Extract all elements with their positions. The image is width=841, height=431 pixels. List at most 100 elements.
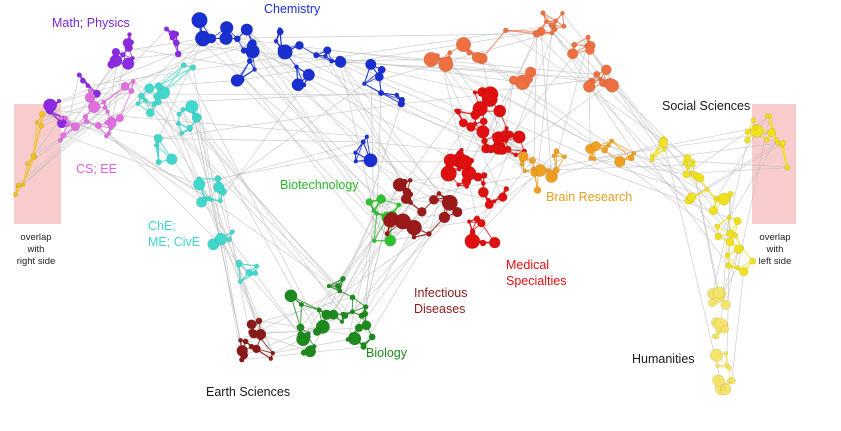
- network-node: [335, 283, 341, 289]
- network-node: [253, 270, 258, 275]
- network-node: [474, 173, 483, 182]
- network-node: [472, 52, 483, 63]
- network-node: [659, 138, 668, 147]
- label-me-cive: ME; CivE: [148, 235, 200, 249]
- network-node: [710, 349, 722, 361]
- network-node: [176, 121, 180, 125]
- network-node: [364, 154, 378, 168]
- network-node: [247, 58, 253, 64]
- network-node: [441, 166, 457, 182]
- network-node: [63, 116, 68, 121]
- network-node: [589, 157, 593, 161]
- network-node: [39, 111, 45, 117]
- network-node: [541, 11, 546, 16]
- network-node: [21, 183, 25, 187]
- network-node: [403, 188, 411, 196]
- network-node: [593, 71, 600, 78]
- network-node: [471, 110, 481, 120]
- network-node: [504, 186, 509, 191]
- label-specialties: Specialties: [506, 274, 566, 288]
- label-social-sciences: Social Sciences: [662, 99, 750, 113]
- network-node: [505, 146, 512, 153]
- network-edge: [341, 62, 439, 194]
- network-node: [169, 30, 177, 38]
- network-edge: [158, 139, 363, 142]
- network-node: [519, 152, 529, 162]
- network-node: [218, 198, 223, 203]
- network-node: [397, 203, 402, 208]
- network-node: [470, 230, 475, 235]
- network-node: [725, 253, 730, 258]
- network-edge: [732, 272, 744, 381]
- network-node: [720, 386, 724, 390]
- network-node: [177, 112, 182, 117]
- overlap-right-note-line3: left side: [759, 256, 792, 267]
- network-node: [31, 153, 37, 159]
- network-node: [503, 28, 508, 33]
- network-node: [562, 24, 567, 29]
- network-edge: [218, 153, 356, 179]
- network-node: [462, 177, 471, 186]
- network-node: [424, 52, 439, 67]
- network-node: [95, 122, 102, 129]
- network-node: [478, 187, 488, 197]
- network-node: [365, 135, 369, 139]
- network-node: [297, 324, 305, 332]
- network-node: [751, 118, 756, 123]
- network-node: [131, 79, 135, 83]
- network-node: [239, 357, 244, 362]
- network-edge: [63, 135, 199, 184]
- network-node: [246, 269, 253, 276]
- network-node: [313, 52, 319, 58]
- network-node: [372, 239, 376, 243]
- network-node: [302, 83, 307, 88]
- network-node: [361, 140, 366, 145]
- network-node: [499, 194, 505, 200]
- network-node: [735, 265, 740, 270]
- network-node: [112, 48, 120, 56]
- network-node: [591, 141, 601, 151]
- label-earth-sciences: Earth Sciences: [206, 385, 290, 399]
- network-node: [734, 217, 742, 225]
- network-node: [505, 126, 509, 130]
- network-node: [88, 88, 93, 93]
- network-node: [549, 22, 555, 28]
- network-node: [377, 194, 386, 203]
- network-node: [726, 263, 732, 269]
- network-node: [395, 93, 399, 97]
- network-node: [298, 331, 304, 337]
- network-node: [294, 65, 298, 69]
- network-edge: [338, 215, 392, 286]
- network-node: [552, 174, 556, 178]
- network-node: [156, 159, 162, 165]
- network-node: [256, 318, 262, 324]
- network-edge: [634, 153, 688, 201]
- network-node: [187, 125, 192, 130]
- network-node: [601, 147, 607, 153]
- network-node: [350, 295, 355, 300]
- network-node: [330, 59, 335, 64]
- network-node: [533, 30, 540, 37]
- network-node: [768, 129, 776, 137]
- network-node: [715, 224, 720, 229]
- network-node: [553, 167, 559, 173]
- network-node: [372, 209, 376, 213]
- network-node: [734, 245, 743, 254]
- network-node: [567, 49, 578, 60]
- network-node: [437, 191, 441, 195]
- network-node: [241, 24, 253, 36]
- network-node: [235, 260, 242, 267]
- overlap-left-note-line1: overlap: [20, 232, 51, 243]
- network-node: [269, 357, 273, 361]
- network-node: [247, 43, 252, 48]
- network-node: [104, 120, 109, 125]
- network-node: [227, 237, 232, 242]
- network-node: [745, 129, 751, 135]
- network-node: [127, 32, 131, 36]
- network-node: [60, 133, 66, 139]
- network-node: [231, 74, 243, 86]
- network-node: [57, 99, 61, 103]
- network-node: [199, 40, 203, 44]
- network-node: [474, 216, 480, 222]
- network-node: [486, 198, 490, 202]
